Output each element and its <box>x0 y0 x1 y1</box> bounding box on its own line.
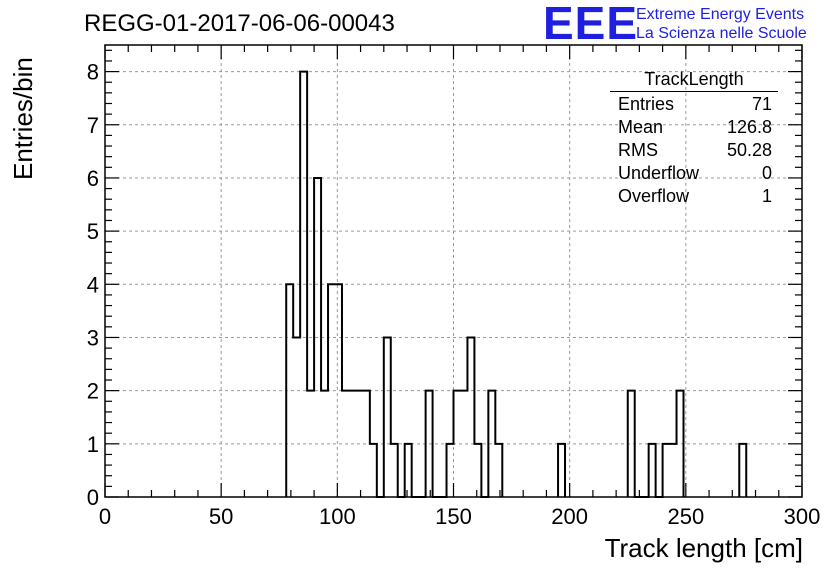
stats-value: 71 <box>751 94 772 114</box>
stats-label: Entries <box>618 94 675 114</box>
histogram-outline <box>285 70 748 498</box>
stats-row-rms: RMS 50.28 <box>610 139 778 162</box>
tick-labels: 0 50 100 150 200 250 300 0 1 2 3 4 5 6 7 8 <box>87 60 821 529</box>
x-tick-label: 50 <box>209 504 233 529</box>
y-axis-label: Entries/bin <box>8 57 38 180</box>
x-tick-label: 200 <box>551 504 588 529</box>
stats-value: 126.8 <box>726 117 772 137</box>
stats-row-entries: Entries 71 <box>610 93 778 116</box>
histogram-bin <box>649 444 656 497</box>
histogram-bin <box>391 444 398 497</box>
y-tick-label: 2 <box>87 379 99 404</box>
histogram-bin <box>467 337 474 497</box>
histogram-bin <box>670 444 677 497</box>
histogram-bin <box>474 444 481 497</box>
stats-value: 0 <box>761 163 772 183</box>
stats-value: 1 <box>761 186 772 206</box>
y-tick-label: 8 <box>87 60 99 85</box>
logo-line-1: Extreme Energy Events <box>636 6 805 23</box>
histogram-bin <box>370 444 377 497</box>
stats-row-overflow: Overflow 1 <box>610 185 778 208</box>
y-tick-label: 4 <box>87 272 99 297</box>
stats-label: Underflow <box>618 163 700 183</box>
histogram-bin <box>447 444 454 497</box>
y-tick-label: 0 <box>87 485 99 510</box>
stats-label: Mean <box>618 117 664 137</box>
x-tick-label: 300 <box>784 504 821 529</box>
stats-row-mean: Mean 126.8 <box>610 116 778 139</box>
run-title: REGG-01-2017-06-06-00043 <box>84 10 395 37</box>
histogram-bin <box>384 337 391 497</box>
y-tick-label: 1 <box>87 432 99 457</box>
stats-box: TrackLength Entries 71 Mean 126.8 RMS 50… <box>610 69 778 208</box>
eee-logo: EEE <box>543 0 639 49</box>
histogram-bin <box>739 444 746 497</box>
histogram-bin <box>405 444 412 497</box>
y-tick-label: 3 <box>87 325 99 350</box>
x-axis-label: Track length [cm] <box>604 533 803 563</box>
stats-title: TrackLength <box>610 69 778 92</box>
y-tick-label: 7 <box>87 113 99 138</box>
x-tick-label: 250 <box>667 504 704 529</box>
histogram-bin <box>293 337 300 497</box>
stats-label: RMS <box>618 140 658 160</box>
stats-value: 50.28 <box>726 140 772 160</box>
x-tick-label: 100 <box>319 504 356 529</box>
y-tick-label: 6 <box>87 166 99 191</box>
stats-label: Overflow <box>618 186 690 206</box>
stats-row-underflow: Underflow 0 <box>610 162 778 185</box>
histogram-bin <box>558 444 565 497</box>
x-tick-label: 150 <box>435 504 472 529</box>
axis-ticks <box>104 45 803 498</box>
x-tick-label: 0 <box>99 504 111 529</box>
histogram-bin <box>495 444 502 497</box>
logo-line-2: La Scienza nelle Scuole <box>636 25 807 42</box>
histogram-bin <box>663 444 670 497</box>
y-tick-label: 5 <box>87 219 99 244</box>
